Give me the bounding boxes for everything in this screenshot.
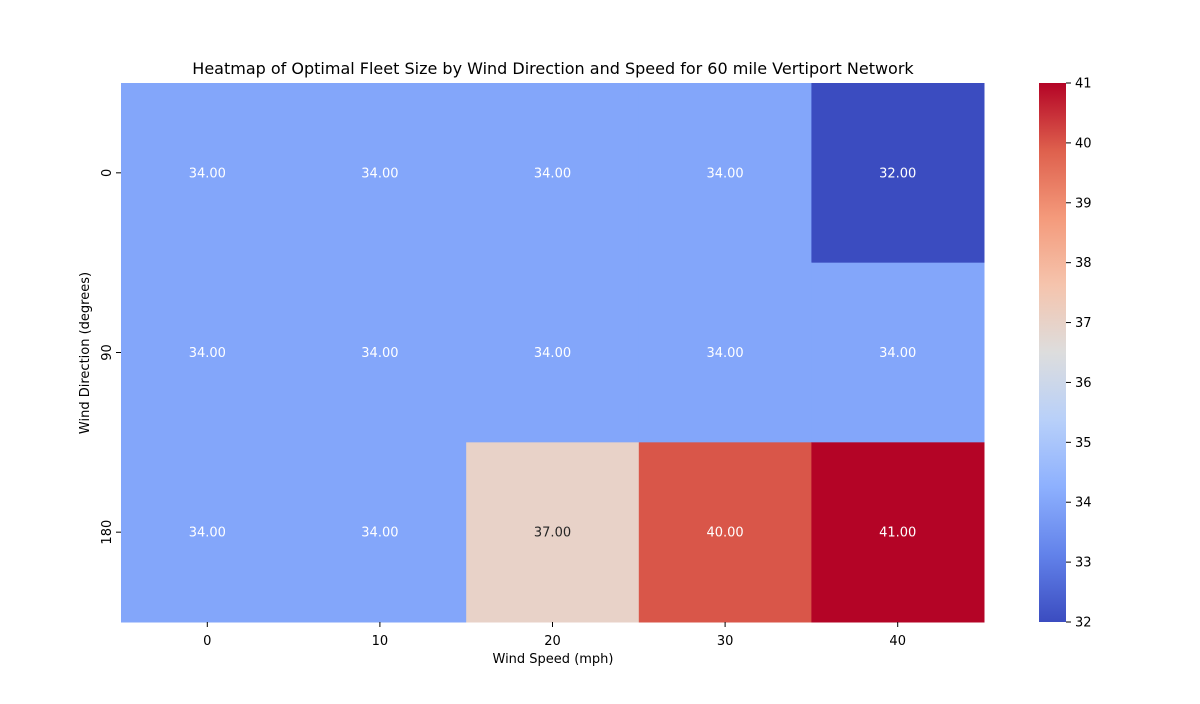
cell-annotation: 34.00 [706,346,743,361]
y-tick-label: 0 [100,169,115,177]
x-tick-label: 10 [372,634,389,649]
heatmap-cell [121,442,295,623]
y-axis-label: Wind Direction (degrees) [78,272,93,434]
x-tick-label: 30 [717,634,734,649]
colorbar-tick-label: 33 [1075,556,1092,571]
colorbar-gradient [1039,83,1066,622]
colorbar: 32 33 34 35 36 37 38 39 40 41 [1039,77,1092,631]
cell-annotation: 34.00 [189,166,226,181]
colorbar-tick-label: 36 [1075,376,1092,391]
colorbar-tick-label: 32 [1075,616,1092,631]
colorbar-tick-label: 34 [1075,496,1092,511]
cell-annotation: 32.00 [879,166,916,181]
heatmap-cell [121,83,295,264]
x-tick-label: 40 [889,634,906,649]
heatmap-cell [293,83,467,264]
heatmap-cells [121,83,985,623]
cell-annotation: 34.00 [189,346,226,361]
heatmap-cell [638,262,812,443]
cell-annotation: 34.00 [534,346,571,361]
cell-annotation: 34.00 [534,166,571,181]
colorbar-tick-label: 35 [1075,436,1092,451]
colorbar-tick-label: 39 [1075,196,1092,211]
heatmap-cell [466,83,640,264]
cell-annotation: 40.00 [706,526,743,541]
cell-annotation: 34.00 [361,166,398,181]
cell-annotation: 37.00 [534,526,571,541]
heatmap-cell [638,442,812,623]
heatmap-cell [121,262,295,443]
chart-title: Heatmap of Optimal Fleet Size by Wind Di… [192,59,914,78]
x-axis: 0 10 20 30 40 [203,622,906,649]
heatmap-cell [811,83,985,264]
cell-annotation: 34.00 [361,526,398,541]
heatmap-cell [811,262,985,443]
y-axis: 0 90 180 [100,169,121,545]
y-tick-label: 90 [100,344,115,361]
cell-annotation: 34.00 [189,526,226,541]
cell-annotation: 34.00 [706,166,743,181]
heatmap-annotations: 34.00 34.00 34.00 34.00 32.00 34.00 34.00 34.00… [189,166,917,540]
heatmap-cell [466,262,640,443]
x-axis-label: Wind Speed (mph) [493,652,614,667]
colorbar-tick-label: 38 [1075,256,1092,271]
y-tick-label: 180 [100,520,115,545]
cell-annotation: 41.00 [879,526,916,541]
heatmap-cell [293,442,467,623]
x-tick-label: 20 [544,634,561,649]
heatmap-cell [293,262,467,443]
heatmap-cell [466,442,640,623]
colorbar-tick-label: 41 [1075,77,1092,92]
cell-annotation: 34.00 [361,346,398,361]
cell-annotation: 34.00 [879,346,916,361]
colorbar-tick-label: 37 [1075,316,1092,331]
heatmap-cell [638,83,812,264]
x-tick-label: 0 [203,634,211,649]
colorbar-tick-label: 40 [1075,136,1092,151]
heatmap-cell [811,442,985,623]
